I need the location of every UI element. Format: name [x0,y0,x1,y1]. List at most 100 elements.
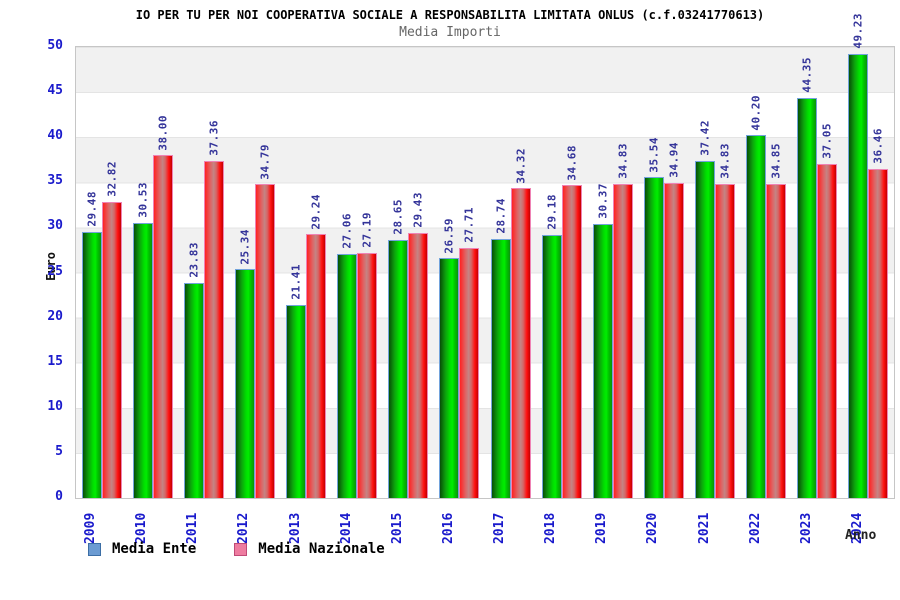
bar-value-label: 34.32 [514,147,528,184]
bar-value-label: 34.68 [565,144,579,181]
x-tick-group: 2018 [535,500,586,544]
x-tick-label: 2017 [492,512,508,544]
year-group-2019: 30.37 34.83 [587,143,638,498]
x-tick-group: 2019 [586,500,637,544]
bar-media-ente [388,239,409,498]
bar-slot: 38.00 [152,115,173,498]
bar-media-ente [183,283,204,498]
bar-value-label: 28.74 [494,198,508,234]
x-tick-group: 2022 [740,500,791,544]
legend: Media Ente Media Nazionale [88,541,385,557]
bar-slot: 27.06 [337,213,358,498]
y-tick-label: 45 [47,83,63,99]
bar-media-ente [695,160,716,498]
year-group-2023: 44.35 37.05 [792,57,843,498]
chart-subtitle: Media Importi [399,25,501,40]
bar-slot: 28.74 [490,198,511,498]
bar-value-label: 34.79 [258,143,272,180]
bar-media-ente [337,253,358,498]
x-tick-label: 2016 [440,512,456,544]
year-group-2009: 29.48 32.82 [76,161,127,498]
bar-value-label: 44.35 [800,57,814,93]
bar-slot: 23.83 [183,242,204,498]
bar-media-ente [439,258,460,498]
x-tick-group: 2011 [177,500,228,544]
bar-slot: 44.35 [797,57,818,498]
bar-media-nazionale [817,163,838,498]
bar-media-nazionale [663,182,684,498]
bar-media-nazionale [101,202,122,498]
bar-value-label: 34.94 [667,142,681,178]
bar-slot: 28.65 [388,199,409,498]
bar-value-label: 37.42 [698,119,712,156]
bar-media-ente [592,224,613,498]
media-nazionale-swatch-icon [234,542,248,556]
bar-slot: 29.43 [408,192,429,498]
bar-slot: 26.59 [439,218,460,498]
bar-groups: 29.48 32.82 30.53 38.00 23.83 37.36 25.34 34.79… [76,13,894,498]
bar-media-ente [643,177,664,498]
y-tick-label: 20 [47,308,63,324]
year-group-2022: 40.20 34.85 [741,95,792,498]
year-group-2013: 21.41 29.24 [281,194,332,498]
bar-value-label: 34.83 [616,143,630,179]
bar-value-label: 26.59 [442,217,456,254]
bar-media-nazionale [715,183,736,498]
bar-media-nazionale [766,183,787,498]
x-tick-group: 2009 [75,500,126,544]
year-group-2015: 28.65 29.43 [383,192,434,498]
bar-slot: 40.20 [746,95,767,498]
x-tick-label: 2013 [287,512,303,544]
bar-value-label: 36.46 [871,128,885,165]
y-axis-ticks: 0 5 10 15 20 25 30 35 40 45 50 [0,38,69,504]
bar-media-nazionale [203,161,224,498]
x-tick-label: 2009 [83,512,99,544]
x-tick-label: 2019 [594,512,610,544]
y-tick-label: 0 [55,489,63,504]
bar-value-label: 40.20 [749,94,763,131]
bar-slot: 27.71 [459,207,480,498]
bar-media-ente [132,222,153,498]
bar-value-label: 29.48 [85,191,99,228]
bar-value-label: 30.53 [136,181,150,218]
x-tick-group: 2014 [331,500,382,544]
year-group-2012: 25.34 34.79 [229,144,280,498]
y-tick-label: 25 [47,263,63,279]
x-tick-label: 2022 [747,512,763,544]
year-group-2017: 28.74 34.32 [485,148,536,498]
bar-value-label: 27.19 [360,212,374,248]
x-tick-group: 2021 [689,500,740,544]
year-group-2011: 23.83 37.36 [178,120,229,498]
bar-media-nazionale [357,252,378,498]
bar-value-label: 29.24 [309,193,323,230]
bar-slot: 32.82 [101,161,122,498]
x-tick-group: 2013 [280,500,331,544]
bar-slot: 29.48 [81,191,102,498]
bar-slot: 21.41 [286,264,307,498]
bar-value-label: 30.37 [596,183,610,220]
year-group-2014: 27.06 27.19 [332,212,383,498]
x-tick-label: 2023 [798,512,814,544]
y-tick-label: 5 [55,443,63,459]
bar-slot: 35.54 [643,137,664,498]
bar-slot: 30.53 [132,182,153,498]
bar-slot: 34.83 [715,143,736,498]
bar-slot: 49.23 [848,13,869,498]
plot-area: 29.48 32.82 30.53 38.00 23.83 37.36 25.34 34.79… [75,13,895,499]
x-axis-labels: 2009 2010 2011 2012 2013 2014 2015 2016 2017 2018… [75,500,893,544]
x-tick-group: 2015 [382,500,433,544]
bar-value-label: 35.54 [647,136,661,173]
bar-value-label: 28.65 [391,198,405,235]
bar-value-label: 49.23 [851,13,865,49]
bar-slot: 37.05 [817,123,838,498]
year-group-2010: 30.53 38.00 [127,115,178,498]
x-tick-label: 2012 [236,512,252,544]
x-tick-label: 2014 [338,512,354,544]
y-tick-label: 15 [47,353,63,369]
bar-media-nazionale [254,184,275,498]
legend-item-media-nazionale: Media Nazionale [234,541,385,557]
bar-slot: 30.37 [592,183,613,498]
bar-media-nazionale [408,232,429,498]
chart-title: IO PER TU PER NOI COOPERATIVA SOCIALE A … [135,8,765,22]
bar-media-ente [286,304,307,498]
